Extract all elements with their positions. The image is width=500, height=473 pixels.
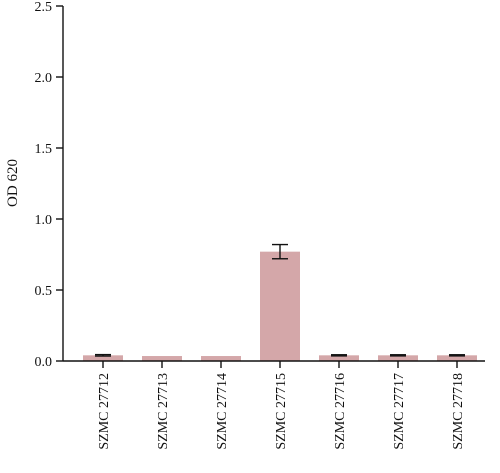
error-bars xyxy=(95,243,465,357)
y-tick-label: 2.0 xyxy=(35,71,53,86)
y-tick-label: 2.5 xyxy=(35,0,53,15)
y-tick-label: 0.5 xyxy=(35,284,53,299)
y-tick-label: 1.5 xyxy=(35,142,53,157)
bar xyxy=(201,356,241,361)
bar xyxy=(319,355,359,361)
x-tick-label: SZMC 27718 xyxy=(451,373,466,450)
y-tick-label: 1.0 xyxy=(35,213,53,228)
bar xyxy=(260,251,300,361)
bars xyxy=(83,251,477,361)
x-tick-label: SZMC 27717 xyxy=(392,373,407,450)
x-axis-ticks: SZMC 27712 SZMC 27713 SZMC 27714 SZMC 27715… xyxy=(97,361,466,450)
x-tick-label: SZMC 27713 xyxy=(156,373,171,450)
y-axis-ticks: 0.0 0.5 1.0 1.5 2.0 2.5 xyxy=(35,0,63,370)
bar xyxy=(437,355,477,361)
x-tick-label: SZMC 27714 xyxy=(215,373,230,450)
y-tick-label: 0.0 xyxy=(35,355,53,370)
bar xyxy=(83,355,123,361)
y-axis-title: OD 620 xyxy=(5,159,21,207)
x-tick-label: SZMC 27712 xyxy=(97,373,112,450)
x-tick-label: SZMC 27716 xyxy=(333,373,348,450)
bar xyxy=(142,356,182,361)
x-tick-label: SZMC 27715 xyxy=(274,373,289,450)
bar xyxy=(378,355,418,361)
